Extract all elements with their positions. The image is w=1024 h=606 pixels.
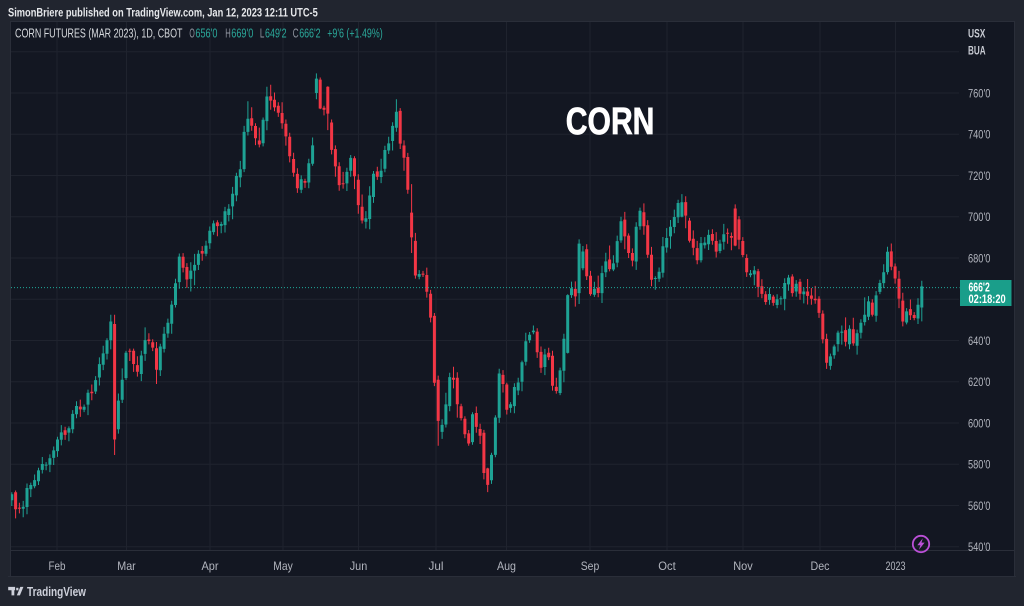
svg-text:May: May [273, 559, 293, 573]
svg-text:SimonBriere published on Tradi: SimonBriere published on TradingView.com… [8, 6, 318, 20]
svg-text:02:18:20: 02:18:20 [969, 292, 1006, 306]
svg-text:+9'6 (+1.49%): +9'6 (+1.49%) [327, 27, 383, 41]
svg-text:USX: USX [968, 27, 985, 41]
svg-text:C: C [293, 27, 299, 41]
svg-text:CORN FUTURES (MAR 2023), 1D, C: CORN FUTURES (MAR 2023), 1D, CBOT [15, 27, 183, 41]
svg-text:Aug: Aug [497, 559, 516, 573]
svg-text:Apr: Apr [202, 559, 219, 573]
svg-text:540'0: 540'0 [968, 540, 991, 554]
svg-text:700'0: 700'0 [968, 210, 991, 224]
svg-text:580'0: 580'0 [968, 458, 991, 472]
svg-text:L: L [260, 27, 265, 41]
svg-text:649'2: 649'2 [265, 27, 287, 41]
svg-text:Mar: Mar [117, 559, 136, 573]
svg-text:TradingView: TradingView [27, 584, 87, 599]
svg-text:620'0: 620'0 [968, 375, 991, 389]
svg-text:560'0: 560'0 [968, 499, 991, 513]
svg-text:BUA: BUA [968, 44, 986, 58]
svg-text:740'0: 740'0 [968, 128, 991, 142]
svg-text:640'0: 640'0 [968, 334, 991, 348]
svg-text:666'2: 666'2 [969, 281, 990, 295]
svg-text:CORN: CORN [566, 101, 655, 143]
svg-text:Sep: Sep [581, 559, 600, 573]
svg-text:666'2: 666'2 [299, 27, 320, 41]
svg-text:656'0: 656'0 [195, 27, 217, 41]
svg-text:720'0: 720'0 [968, 169, 991, 183]
svg-text:Jul: Jul [429, 559, 444, 573]
svg-text:669'0: 669'0 [231, 27, 253, 41]
svg-text:2023: 2023 [886, 559, 906, 573]
svg-text:600'0: 600'0 [968, 416, 991, 430]
svg-text:760'0: 760'0 [968, 86, 991, 100]
svg-text:Oct: Oct [658, 559, 676, 573]
svg-text:680'0: 680'0 [968, 251, 991, 265]
svg-text:Dec: Dec [811, 559, 830, 573]
svg-text:O: O [189, 27, 195, 41]
svg-text:H: H [225, 27, 231, 41]
svg-text:Jun: Jun [350, 559, 368, 573]
svg-text:Nov: Nov [733, 559, 753, 573]
svg-text:Feb: Feb [49, 559, 66, 573]
